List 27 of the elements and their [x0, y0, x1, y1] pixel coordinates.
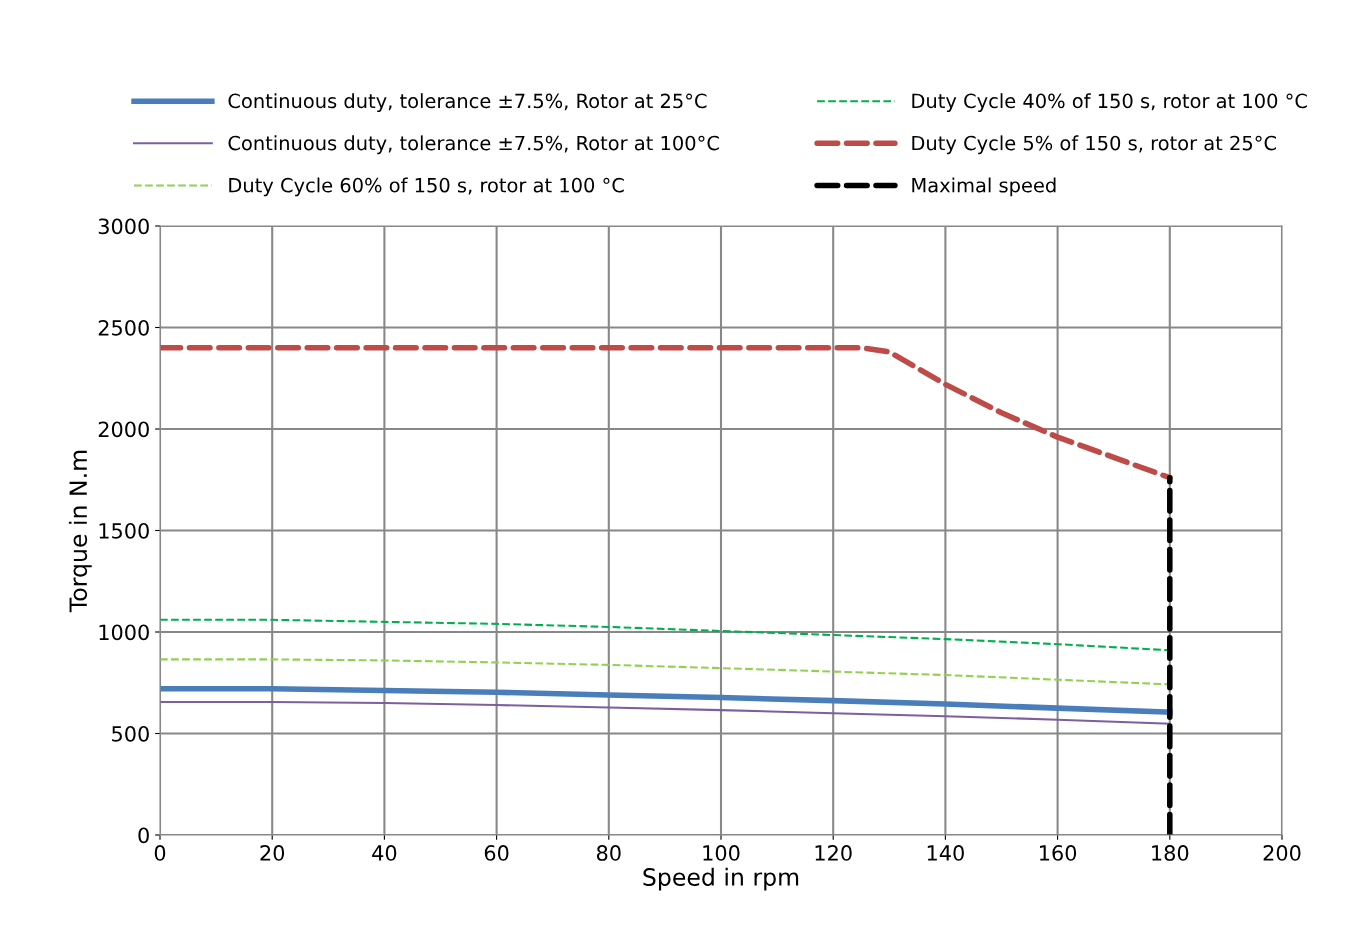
y-tick-label: 3000: [98, 218, 149, 235]
x-tick-label: 140: [927, 845, 964, 861]
x-tick-label: 120: [815, 845, 852, 861]
legend-label: Duty Cycle 60% of 150 s, rotor at 100 °C: [229, 177, 624, 197]
y-tick-label: 2500: [98, 319, 149, 336]
line-series: [160, 701, 1171, 725]
legend-label: Duty Cycle 5% of 150 s, rotor at 25°C: [912, 135, 1276, 155]
x-tick-label: 80: [596, 845, 621, 861]
x-tick-label: 200: [1263, 845, 1301, 861]
x-tick-label: 0: [154, 845, 166, 861]
y-tick-label: 0: [138, 827, 149, 844]
x-tick-label: 100: [703, 845, 740, 861]
x-tick-label: 40: [372, 845, 397, 861]
legend-label: Duty Cycle 40% of 150 s, rotor at 100 °C: [912, 93, 1307, 113]
x-tick-label: 160: [1040, 845, 1077, 861]
legend-label: Continuous duty, tolerance ±7.5%, Rotor at 25°C: [228, 93, 707, 113]
y-axis-title: Torque in N.m: [68, 450, 92, 613]
legend-label: Continuous duty, tolerance ±7.5%, Rotor at 100°C: [228, 135, 719, 155]
y-tick-label: 2000: [98, 421, 149, 438]
legend-label: Maximal speed: [912, 177, 1056, 197]
x-tick-label: 180: [1152, 845, 1189, 861]
y-tick-label: 1000: [99, 624, 149, 641]
x-axis-title: Speed in rpm: [643, 867, 799, 891]
x-tick-label: 20: [260, 845, 285, 861]
x-tick-label: 60: [484, 845, 509, 861]
y-tick-label: 1500: [99, 522, 149, 539]
y-tick-label: 500: [112, 725, 149, 742]
